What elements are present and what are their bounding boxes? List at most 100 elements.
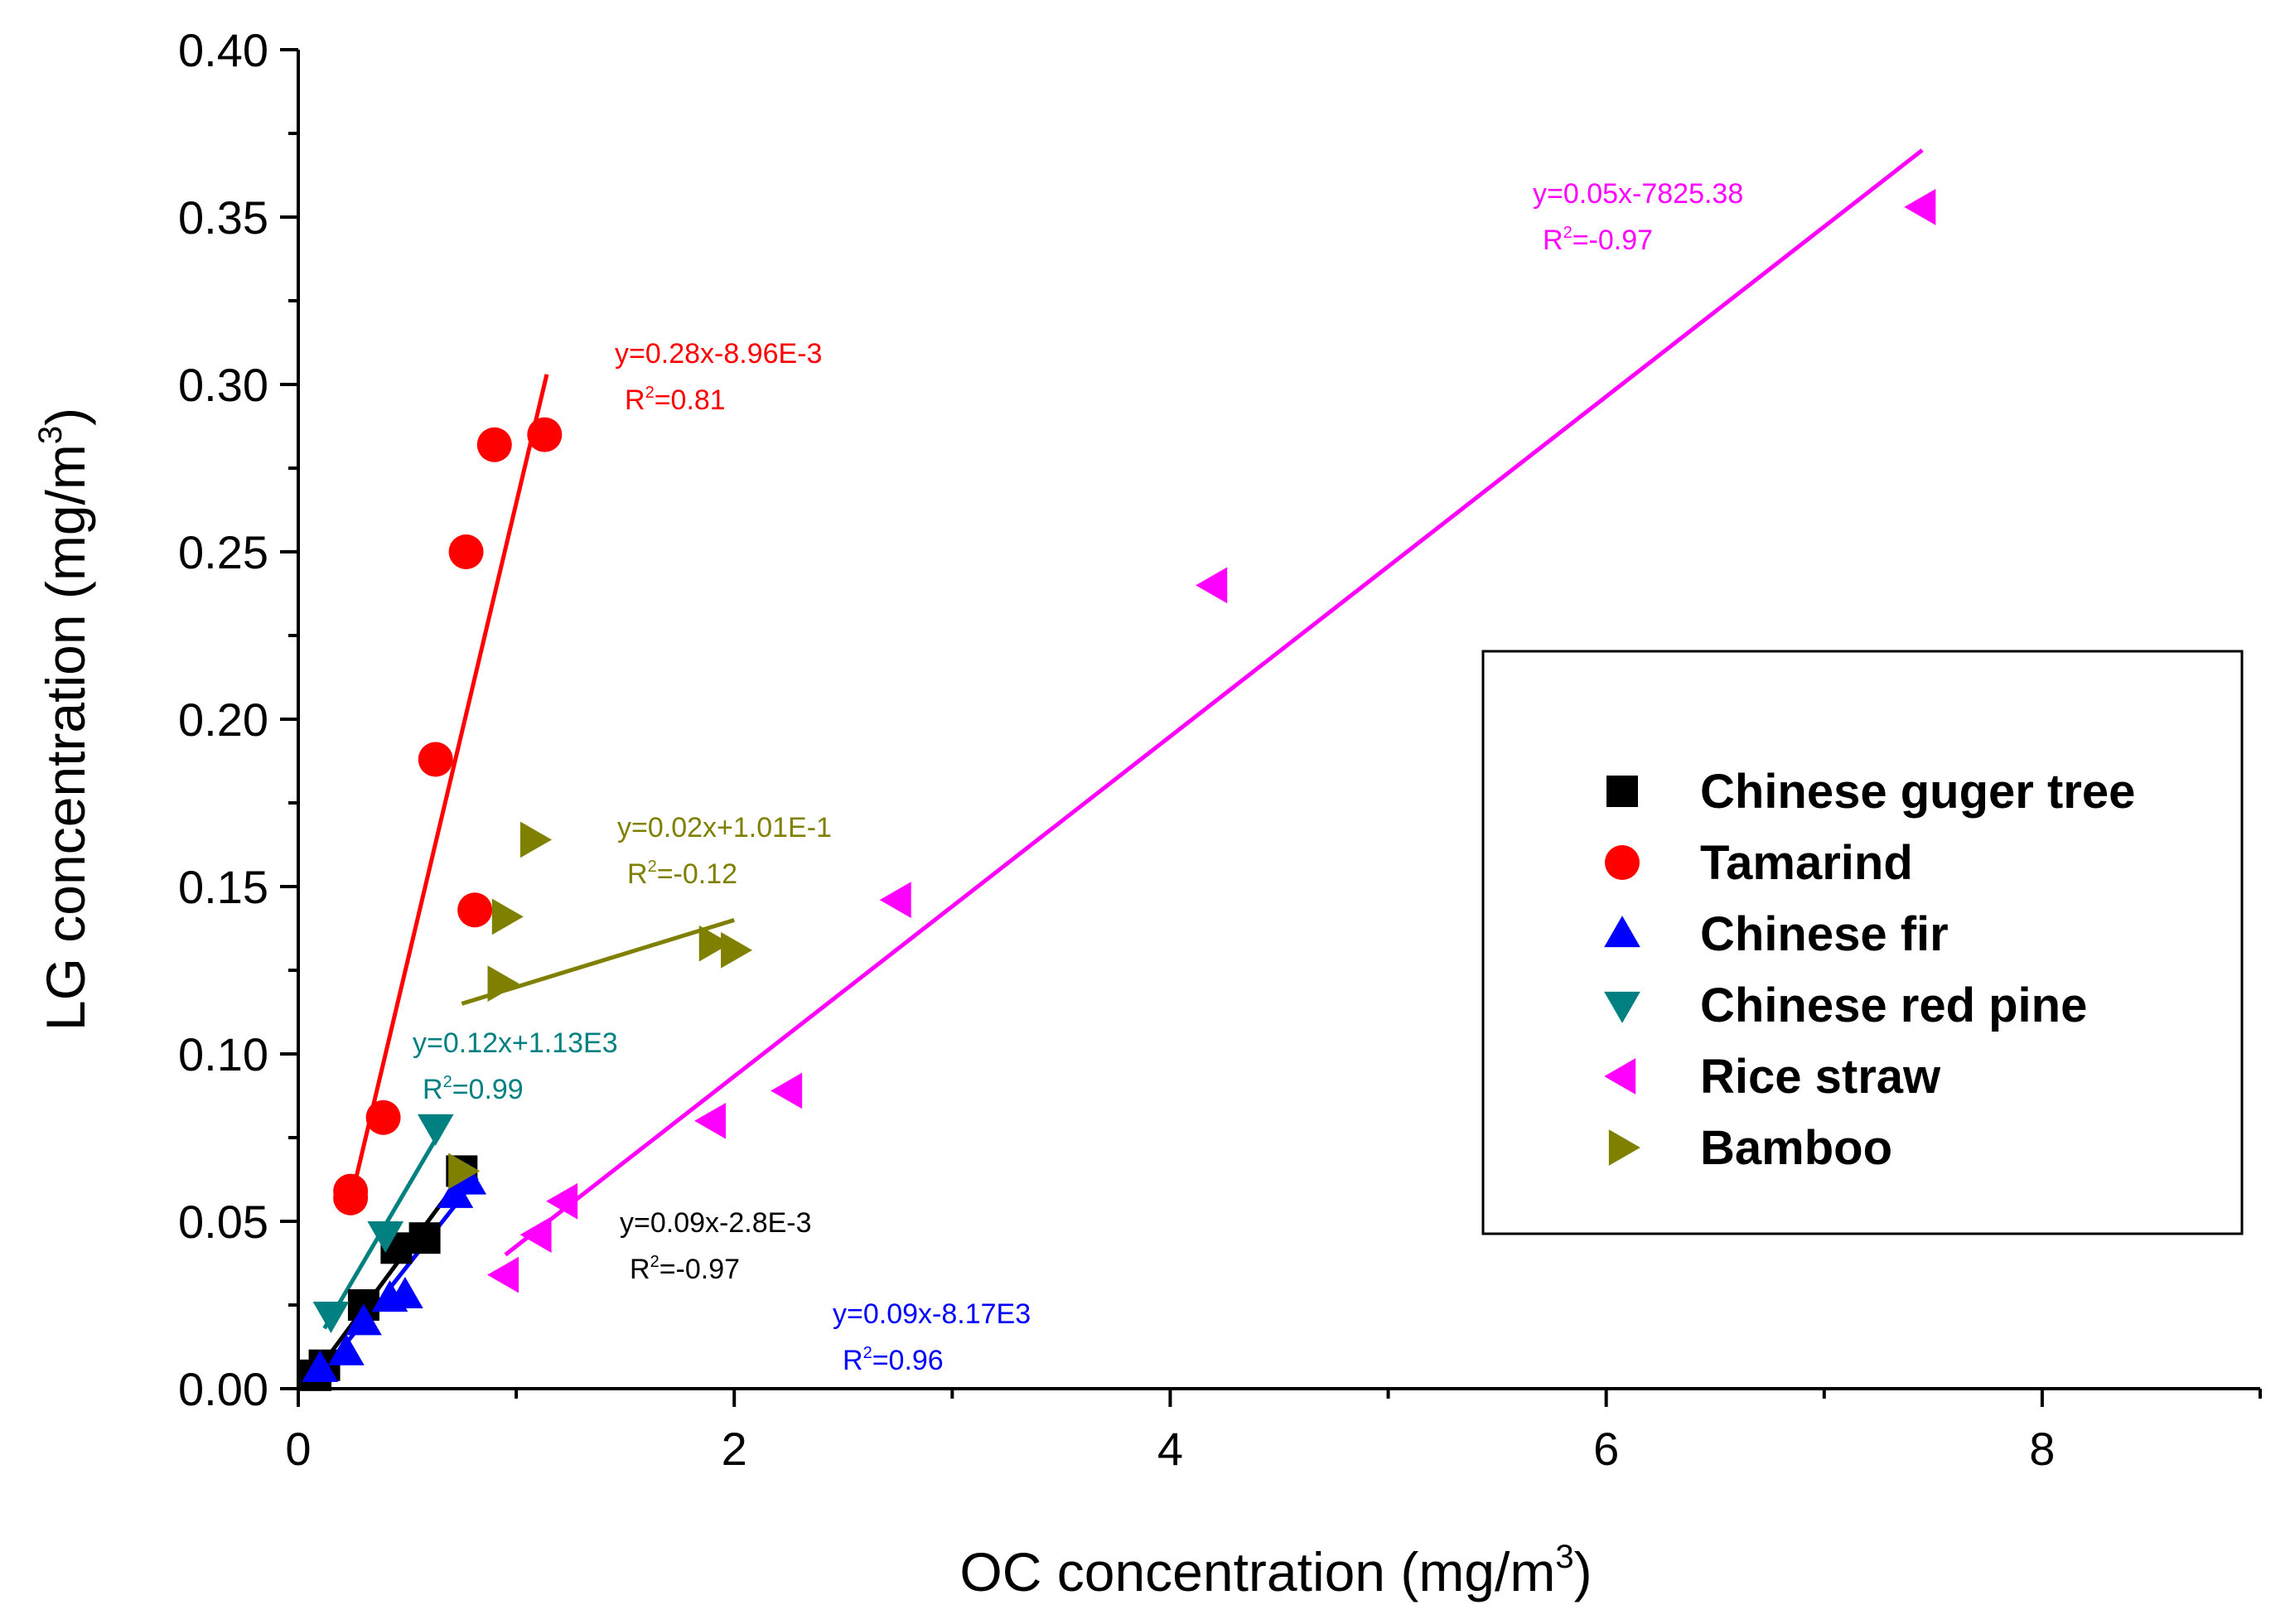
- y-tick-label: 0.40: [178, 24, 268, 76]
- data-point: [476, 427, 512, 462]
- data-point: [520, 821, 553, 858]
- data-point: [698, 925, 731, 962]
- r-exponent: 2: [1563, 224, 1573, 242]
- data-point: [457, 892, 493, 928]
- data-point: [450, 1162, 487, 1195]
- data-point: [367, 1221, 404, 1254]
- fit-equation: y=0.09x-8.17E3: [833, 1298, 1031, 1330]
- equation-annotation: y=0.05x-7825.38 R2=-0.97: [1533, 178, 1743, 256]
- data-point: [448, 534, 484, 569]
- equation-annotation: y=0.09x-2.8E-3 R2=-0.97: [620, 1207, 812, 1285]
- data-point: [527, 417, 563, 452]
- r-squared-label: R2=0.96: [843, 1344, 944, 1376]
- x-tick-label: 8: [2029, 1423, 2055, 1475]
- axes: 0 2 4 6 8 0.00 0.05 0.10 0.15 0.20 0.25 0.30 0.35 0.4…: [178, 24, 2262, 1475]
- y-axis-title-end: ): [35, 408, 96, 426]
- data-point: [448, 1153, 481, 1190]
- r-letter: R: [843, 1345, 863, 1376]
- data-markers: [300, 189, 1936, 1391]
- r-squared-value: =0.81: [655, 384, 726, 416]
- equation-annotation: y=0.09x-8.17E3 R2=0.96: [833, 1298, 1031, 1376]
- y-tick-label: 0.20: [178, 694, 268, 746]
- r-letter: R: [630, 1254, 650, 1285]
- fit-line: [504, 148, 1924, 1257]
- fit-line: [348, 374, 549, 1202]
- legend-marker: [1604, 991, 1640, 1023]
- axis-titles: OC concentration (mg/m3)LG concentration…: [32, 408, 1592, 1602]
- equation-annotations: y=0.09x-2.8E-3R2=-0.97y=0.28x-8.96E-3R2=…: [413, 178, 1743, 1376]
- x-axis-title-main: OC concentration (mg/m: [959, 1541, 1555, 1602]
- y-axis-title-superscript: 3: [32, 426, 69, 444]
- y-tick-label: 0.00: [178, 1363, 268, 1415]
- x-tick-label: 6: [1593, 1423, 1619, 1475]
- legend-marker: [1605, 845, 1640, 880]
- data-point: [694, 1102, 727, 1139]
- legend-marker: [1604, 916, 1640, 948]
- data-point: [312, 1301, 350, 1333]
- y-axis-title-main: LG concentration (mg/m: [35, 444, 96, 1031]
- data-point: [333, 1173, 369, 1209]
- data-point: [328, 1333, 365, 1365]
- r-squared-value: =-0.97: [1573, 225, 1653, 256]
- r-squared-label: R2=-0.12: [627, 858, 737, 890]
- y-tick-label: 0.05: [178, 1196, 268, 1248]
- r-letter: R: [423, 1074, 443, 1105]
- y-tick-label: 0.15: [178, 861, 268, 913]
- data-point: [491, 898, 524, 935]
- fit-equation: y=0.28x-8.96E-3: [615, 338, 822, 370]
- r-exponent: 2: [650, 1253, 659, 1271]
- r-squared-label: R2=-0.97: [630, 1253, 740, 1285]
- x-axis-title: OC concentration (mg/m3): [959, 1539, 1592, 1602]
- legend-label: Chinese guger tree: [1700, 765, 2135, 819]
- r-squared-value: =-0.12: [657, 858, 737, 890]
- r-letter: R: [627, 858, 648, 890]
- equation-annotation: y=0.12x+1.13E3 R2=0.99: [413, 1027, 618, 1105]
- x-tick-label: 4: [1157, 1423, 1183, 1475]
- data-point: [721, 931, 753, 969]
- y-tick-label: 0.30: [178, 359, 268, 411]
- data-point: [417, 1114, 454, 1146]
- data-point: [546, 1182, 578, 1220]
- legend-label: Chinese red pine: [1700, 979, 2087, 1032]
- x-tick-label: 0: [285, 1423, 311, 1475]
- equation-annotation: y=0.02x+1.01E-1 R2=-0.12: [617, 812, 832, 890]
- data-point: [1904, 189, 1936, 225]
- data-point: [1196, 567, 1228, 604]
- y-tick-label: 0.35: [178, 191, 268, 244]
- fit-equation: y=0.09x-2.8E-3: [620, 1207, 812, 1239]
- legend-marker: [1608, 1129, 1640, 1166]
- r-exponent: 2: [443, 1073, 452, 1091]
- data-point: [487, 1256, 519, 1293]
- r-squared-label: R2=-0.97: [1543, 224, 1653, 256]
- data-point: [418, 742, 453, 777]
- legend-marker: [1604, 1058, 1636, 1095]
- data-point: [302, 1350, 339, 1382]
- data-point: [408, 1222, 441, 1254]
- legend-marker: [1606, 776, 1638, 807]
- y-tick-label: 0.25: [178, 526, 268, 578]
- x-tick-label: 2: [722, 1423, 747, 1475]
- fit-equation: y=0.12x+1.13E3: [413, 1027, 618, 1059]
- r-squared-value: =-0.97: [659, 1254, 740, 1285]
- data-point: [345, 1303, 382, 1336]
- r-squared-value: =0.96: [872, 1345, 944, 1376]
- data-point: [487, 965, 519, 1003]
- r-exponent: 2: [863, 1344, 872, 1362]
- fit-equation: y=0.02x+1.01E-1: [617, 812, 832, 843]
- data-point: [519, 1216, 552, 1254]
- y-tick-label: 0.10: [178, 1028, 268, 1080]
- data-point: [387, 1277, 423, 1309]
- r-letter: R: [625, 384, 645, 416]
- data-point: [771, 1072, 803, 1109]
- r-letter: R: [1543, 225, 1563, 256]
- legend: Chinese guger tree Tamarind Chinese fir Chi…: [1481, 650, 2244, 1235]
- data-point: [879, 882, 911, 919]
- y-axis-title: LG concentration (mg/m3): [32, 408, 96, 1031]
- legend-label: Chinese fir: [1700, 907, 1949, 961]
- r-squared-label: R2=0.81: [625, 384, 726, 416]
- legend-label: Tamarind: [1700, 836, 1913, 890]
- legend-label: Rice straw: [1700, 1050, 1941, 1104]
- fit-equation: y=0.05x-7825.38: [1533, 178, 1743, 210]
- equation-annotation: y=0.28x-8.96E-3 R2=0.81: [615, 338, 822, 416]
